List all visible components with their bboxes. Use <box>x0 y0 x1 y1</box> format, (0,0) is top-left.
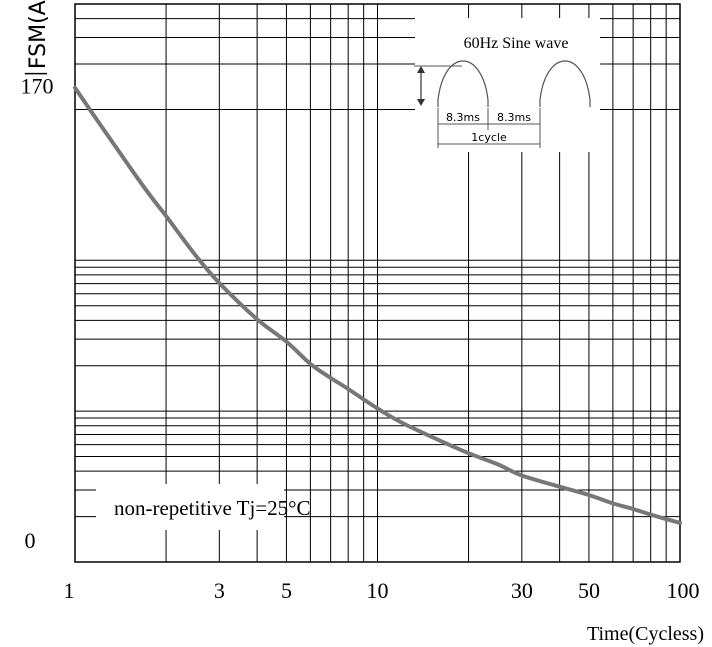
sine-wave-inset: 60Hz Sine wave 8.3ms 8.3ms 1cycle <box>414 18 600 152</box>
y-axis-label: IFSM(A) <box>20 0 55 78</box>
half-period-label-2: 8.3ms <box>497 111 531 124</box>
amplitude-arrow-head-up <box>417 66 425 73</box>
condition-note-background <box>96 484 284 530</box>
y-tick-label: 170 <box>21 74 54 99</box>
x-tick-label: 3 <box>214 578 225 603</box>
sine-half-wave-2 <box>539 60 591 107</box>
x-tick-label: 10 <box>367 578 389 603</box>
condition-text: non-repetitive Tj=25°C <box>114 496 311 520</box>
x-axis-label: Time(Cycless) <box>587 623 704 645</box>
y-axis-label-main: I <box>20 69 55 78</box>
cycle-label: 1cycle <box>471 131 507 144</box>
inset-title: 60Hz Sine wave <box>464 35 569 52</box>
y-tick-labels: 0 170 <box>21 74 54 553</box>
plot-frame <box>74 3 681 563</box>
amplitude-arrow-head-down <box>417 99 425 106</box>
y-axis-label-sub: FSM(A) <box>26 0 51 69</box>
half-period-label-1: 8.3ms <box>446 111 480 124</box>
x-tick-label: 5 <box>281 578 292 603</box>
x-tick-label: 1 <box>64 578 75 603</box>
x-tick-label: 30 <box>511 578 533 603</box>
surge-current-curve <box>73 85 682 525</box>
condition-note: non-repetitive Tj=25°C <box>96 484 311 530</box>
inset-background <box>415 18 600 152</box>
x-tick-labels: 1 3 5 10 30 50 100 <box>64 578 700 603</box>
x-tick-label: 50 <box>578 578 600 603</box>
x-tick-label: 100 <box>667 578 700 603</box>
y-tick-label: 0 <box>25 528 36 553</box>
svg-text:IFSM(A): IFSM(A) <box>20 0 55 78</box>
sine-half-wave-1 <box>437 60 489 107</box>
